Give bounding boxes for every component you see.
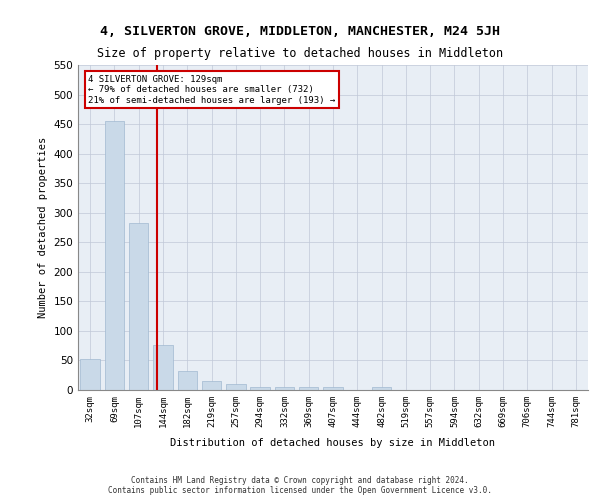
Bar [250,387,270,390]
Bar [153,344,173,390]
Bar [275,387,294,390]
Text: 4 SILVERTON GROVE: 129sqm
← 79% of detached houses are smaller (732)
21% of semi: 4 SILVERTON GROVE: 129sqm ← 79% of detac… [88,74,335,104]
Text: Contains HM Land Registry data © Crown copyright and database right 2024.
Contai: Contains HM Land Registry data © Crown c… [108,476,492,495]
Bar [202,381,221,390]
Bar [299,387,319,390]
Y-axis label: Number of detached properties: Number of detached properties [38,137,48,318]
Bar [80,358,100,390]
Bar [105,121,124,390]
Text: Size of property relative to detached houses in Middleton: Size of property relative to detached ho… [97,48,503,60]
Bar [178,370,197,390]
Bar [226,384,245,390]
Bar [129,223,148,390]
Bar [323,387,343,390]
Bar [372,387,391,390]
Text: 4, SILVERTON GROVE, MIDDLETON, MANCHESTER, M24 5JH: 4, SILVERTON GROVE, MIDDLETON, MANCHESTE… [100,25,500,38]
X-axis label: Distribution of detached houses by size in Middleton: Distribution of detached houses by size … [170,438,496,448]
